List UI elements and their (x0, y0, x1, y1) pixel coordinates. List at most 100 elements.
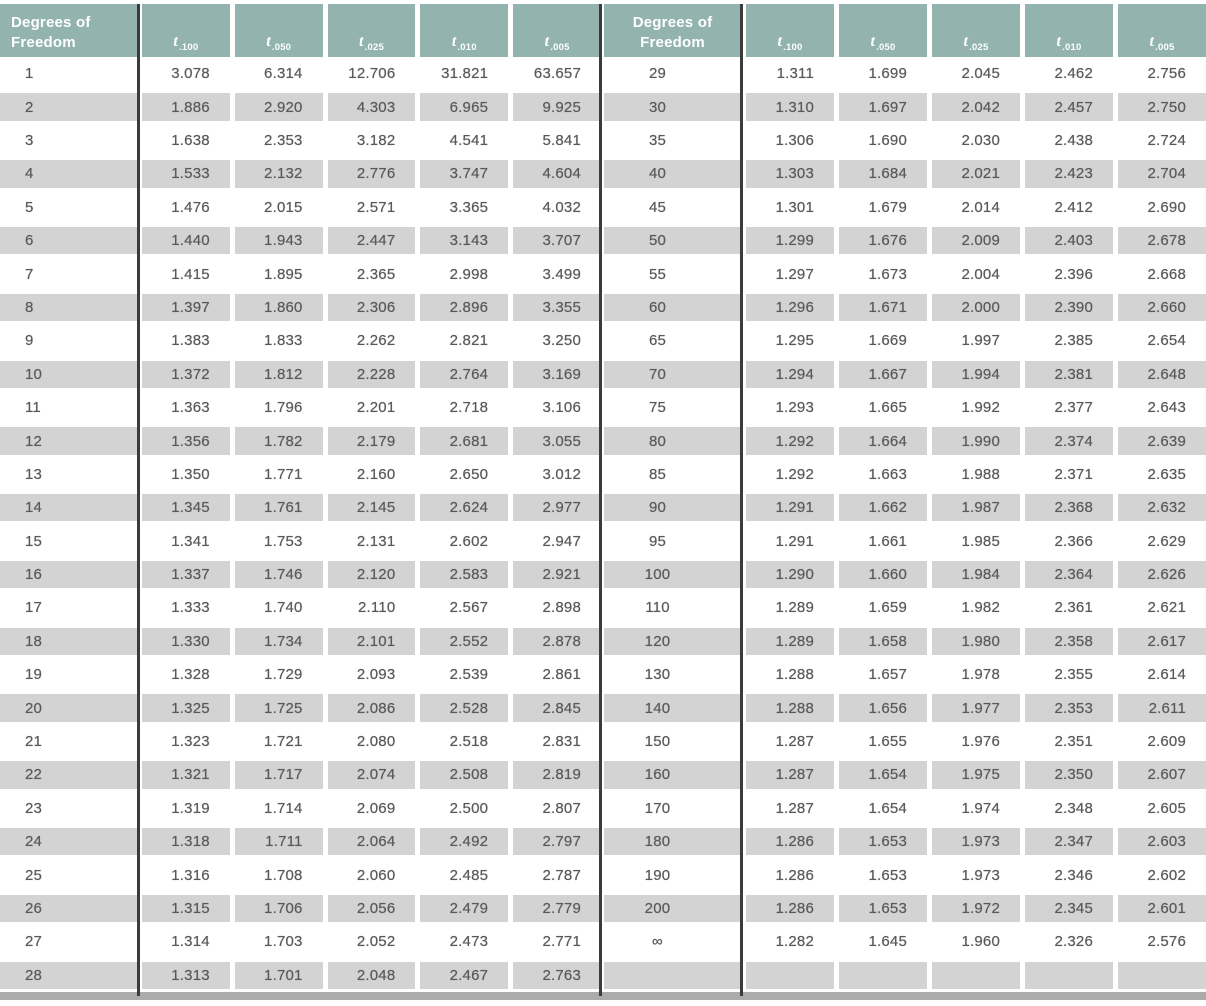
value-cell: 1.665 (834, 390, 927, 425)
value-cell: 1.676 (834, 223, 927, 258)
value-cell: 2.021 (927, 157, 1020, 191)
value-cell: 1.282 (741, 925, 834, 959)
df-cell: 20 (0, 691, 137, 725)
value-cell: 2.000 (927, 290, 1020, 325)
value-cell: 1.476 (137, 190, 230, 224)
t-symbol: t (173, 33, 179, 50)
value-cell: 1.960 (927, 925, 1020, 959)
value-cell: 1.315 (137, 891, 230, 926)
value-cell: 1.771 (229, 457, 323, 492)
df-cell: 5 (0, 190, 137, 224)
value-cell: 1.658 (834, 624, 927, 659)
t-subscript: .100 (179, 41, 199, 53)
value-cell: 2.635 (1113, 457, 1206, 492)
value-cell: 2.921 (508, 557, 601, 592)
value-cell: 2.110 (322, 591, 416, 625)
value-cell: 2.539 (415, 658, 509, 692)
value-cell: 2.009 (927, 223, 1020, 258)
t-subscript: .025 (364, 41, 384, 53)
t-subscript: .050 (876, 41, 896, 53)
df-cell: 150 (604, 724, 741, 759)
df-cell: 2 (0, 90, 137, 124)
df-cell: 12 (0, 424, 137, 458)
value-cell: 1.977 (927, 691, 1020, 725)
t-symbol: t (1056, 33, 1062, 50)
df-cell: 7 (0, 257, 137, 291)
value-cell: 2.508 (415, 758, 509, 792)
value-cell: 2.080 (322, 724, 416, 759)
value-cell: 6.965 (415, 90, 509, 124)
value-cell: 1.314 (137, 925, 230, 959)
value-cell: 2.609 (1113, 724, 1206, 759)
value-cell: 1.833 (229, 324, 323, 358)
value-cell: 1.356 (137, 424, 230, 458)
value-cell: 2.998 (415, 257, 509, 291)
value-cell: 1.975 (927, 758, 1020, 792)
value-cell: 2.048 (322, 958, 416, 992)
df-cell: 23 (0, 791, 137, 826)
value-cell: 2.045 (927, 57, 1020, 91)
value-cell: 1.645 (834, 925, 927, 959)
value-cell: 1.638 (137, 123, 230, 158)
value-cell: 2.650 (415, 457, 509, 492)
value-cell: 3.078 (137, 57, 230, 91)
value-cell: 31.821 (415, 57, 509, 91)
value-cell: 2.617 (1113, 624, 1206, 659)
value-cell: 1.654 (834, 758, 927, 792)
value-cell: 2.390 (1020, 290, 1113, 325)
value-cell: 1.330 (137, 624, 230, 659)
value-cell: 2.056 (322, 891, 416, 926)
value-cell: 63.657 (508, 57, 601, 91)
value-cell: 2.819 (508, 758, 601, 792)
value-cell: 1.714 (229, 791, 323, 826)
degrees-of-freedom-header-right: Degrees of Freedom (604, 4, 741, 57)
value-cell: 2.086 (322, 691, 416, 725)
value-cell: 1.753 (229, 524, 323, 558)
value-cell: 2.896 (415, 290, 509, 325)
value-cell: 1.313 (137, 958, 230, 992)
value-cell: 3.182 (322, 123, 416, 158)
value-cell: 1.679 (834, 190, 927, 224)
table-halves-separator-line (599, 4, 602, 996)
df-cell: 80 (604, 424, 741, 458)
value-cell: 2.718 (415, 390, 509, 425)
value-cell: 1.299 (741, 223, 834, 258)
value-cell: 1.316 (137, 858, 230, 892)
value-cell: 2.947 (508, 524, 601, 558)
value-cell: 5.841 (508, 123, 601, 158)
value-cell: 1.978 (927, 658, 1020, 692)
t-symbol: t (963, 33, 969, 50)
column-separator-line (740, 4, 743, 996)
value-cell: 1.973 (927, 825, 1020, 859)
t-symbol: t (266, 33, 271, 50)
df-cell: 160 (604, 758, 741, 792)
degrees-of-freedom-header-left: Degrees of Freedom (0, 4, 137, 57)
value-cell: 1.662 (834, 491, 927, 525)
value-cell: 2.201 (322, 390, 416, 425)
value-cell: 1.337 (137, 557, 230, 592)
df-cell: 35 (604, 123, 741, 158)
value-cell: 1.974 (927, 791, 1020, 826)
value-cell: 1.321 (137, 758, 230, 792)
value-cell: 2.607 (1113, 758, 1206, 792)
value-cell: 2.668 (1113, 257, 1206, 291)
value-cell: 1.782 (229, 424, 323, 458)
df-cell: 45 (604, 190, 741, 224)
df-cell: 9 (0, 324, 137, 358)
value-cell: 1.653 (834, 858, 927, 892)
df-cell: 29 (604, 57, 741, 91)
value-cell: 9.925 (508, 90, 601, 124)
value-cell: 2.228 (322, 357, 416, 391)
value-cell: 1.980 (927, 624, 1020, 659)
df-cell: 90 (604, 491, 741, 525)
value-cell: 1.303 (741, 157, 834, 191)
t050-column-header: t .050 (229, 4, 323, 57)
value-cell: 3.250 (508, 324, 601, 358)
t-subscript: .010 (457, 41, 477, 53)
value-cell: 2.681 (415, 424, 509, 458)
value-cell: 2.920 (229, 90, 323, 124)
value-cell: 1.684 (834, 157, 927, 191)
value-cell: 2.552 (415, 624, 509, 659)
df-cell: 4 (0, 157, 137, 191)
value-cell: 2.807 (508, 791, 601, 826)
